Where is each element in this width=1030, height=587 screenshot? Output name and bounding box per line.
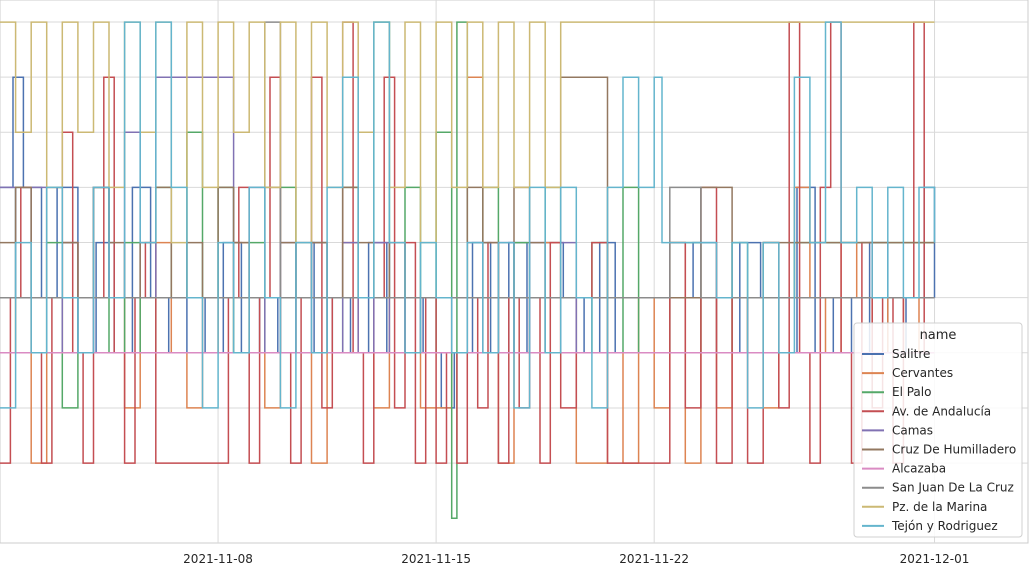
legend-box: [853, 322, 1023, 538]
legend-label-1: Cervantes: [892, 366, 953, 380]
legend-label-0: Salitre: [892, 347, 930, 361]
legend-label-9: Tejón y Rodriguez: [891, 519, 998, 533]
x-tick-labels: 2021-11-08 2021-11-15 2021-11-22 2021-12-01: [183, 552, 969, 566]
x-tick-label-3: 2021-12-01: [900, 552, 970, 566]
x-tick-label-0: 2021-11-08: [183, 552, 253, 566]
legend-label-6: Alcazaba: [892, 462, 946, 476]
series-line-9: [0, 21, 936, 409]
x-tick-label-2: 2021-11-22: [619, 552, 689, 566]
legend-label-4: Camas: [892, 423, 933, 437]
legend-label-8: Pz. de la Marina: [892, 500, 987, 514]
legend-label-2: El Palo: [892, 385, 931, 399]
legend: name Salitre Cervantes El Palo Av. de Andal…: [853, 322, 1023, 538]
legend-label-7: San Juan De La Cruz: [892, 481, 1014, 495]
legend-items: Salitre Cervantes El Palo Av. de Andalucía C…: [862, 347, 1016, 533]
series-lines: [0, 21, 936, 519]
legend-label-5: Cruz De Humilladero: [892, 443, 1016, 457]
legend-title: name: [920, 328, 957, 343]
series-line-8: [0, 21, 935, 244]
legend-label-3: Av. de Andalucía: [892, 404, 991, 418]
x-tick-label-1: 2021-11-15: [401, 552, 471, 566]
